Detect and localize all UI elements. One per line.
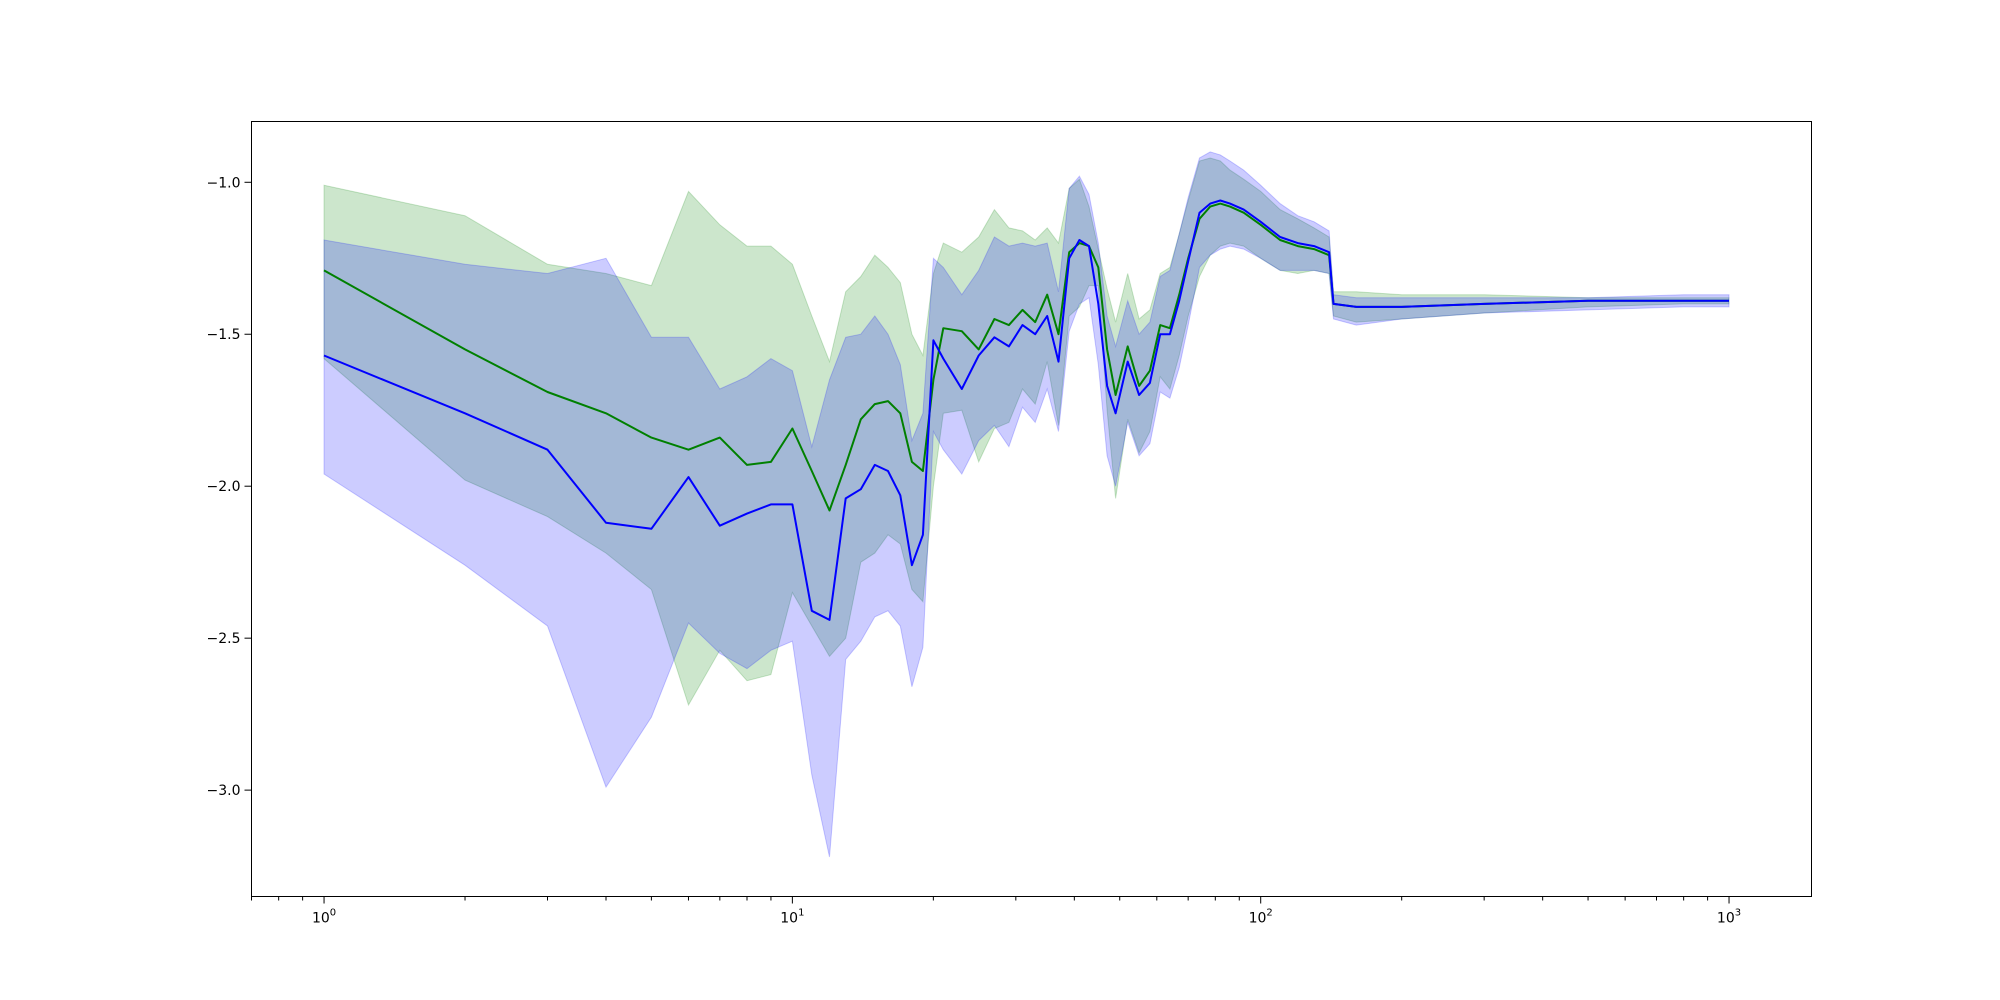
x-tick-label: 102: [1249, 908, 1273, 927]
series-2-line: [323, 199, 1729, 621]
x-tick-label: 100: [312, 908, 336, 927]
x-tick-label: 103: [1717, 908, 1741, 927]
x-tick-label-base: 10: [780, 911, 798, 927]
plot-area-frame: [251, 121, 1812, 897]
series-2-band: [323, 151, 1730, 858]
x-tick-label-base: 10: [1249, 911, 1267, 927]
confidence-bands: [323, 151, 1730, 858]
y-tick-label: −3.0: [207, 783, 241, 799]
y-tick-label: −1.0: [207, 175, 241, 191]
x-axis: 100 101 102 103: [251, 896, 1741, 927]
series-1-line: [323, 202, 1729, 512]
x-tick-label-base: 10: [1717, 911, 1735, 927]
y-tick-label: −2.0: [207, 479, 241, 495]
y-tick-label: −2.5: [207, 631, 241, 647]
series-lines: [323, 199, 1729, 621]
y-tick-label: −1.5: [207, 327, 241, 343]
x-tick-label-exponent: 3: [1735, 908, 1741, 919]
x-tick-label-exponent: 1: [798, 908, 804, 919]
series-1-band: [323, 157, 1730, 707]
x-tick-label: 101: [780, 908, 804, 927]
x-tick-label-base: 10: [312, 911, 330, 927]
x-tick-label-exponent: 0: [330, 908, 336, 919]
x-tick-label-exponent: 2: [1266, 908, 1272, 919]
y-axis: −1.0 −1.5 −2.0 −2.5 −3.0: [207, 175, 252, 799]
